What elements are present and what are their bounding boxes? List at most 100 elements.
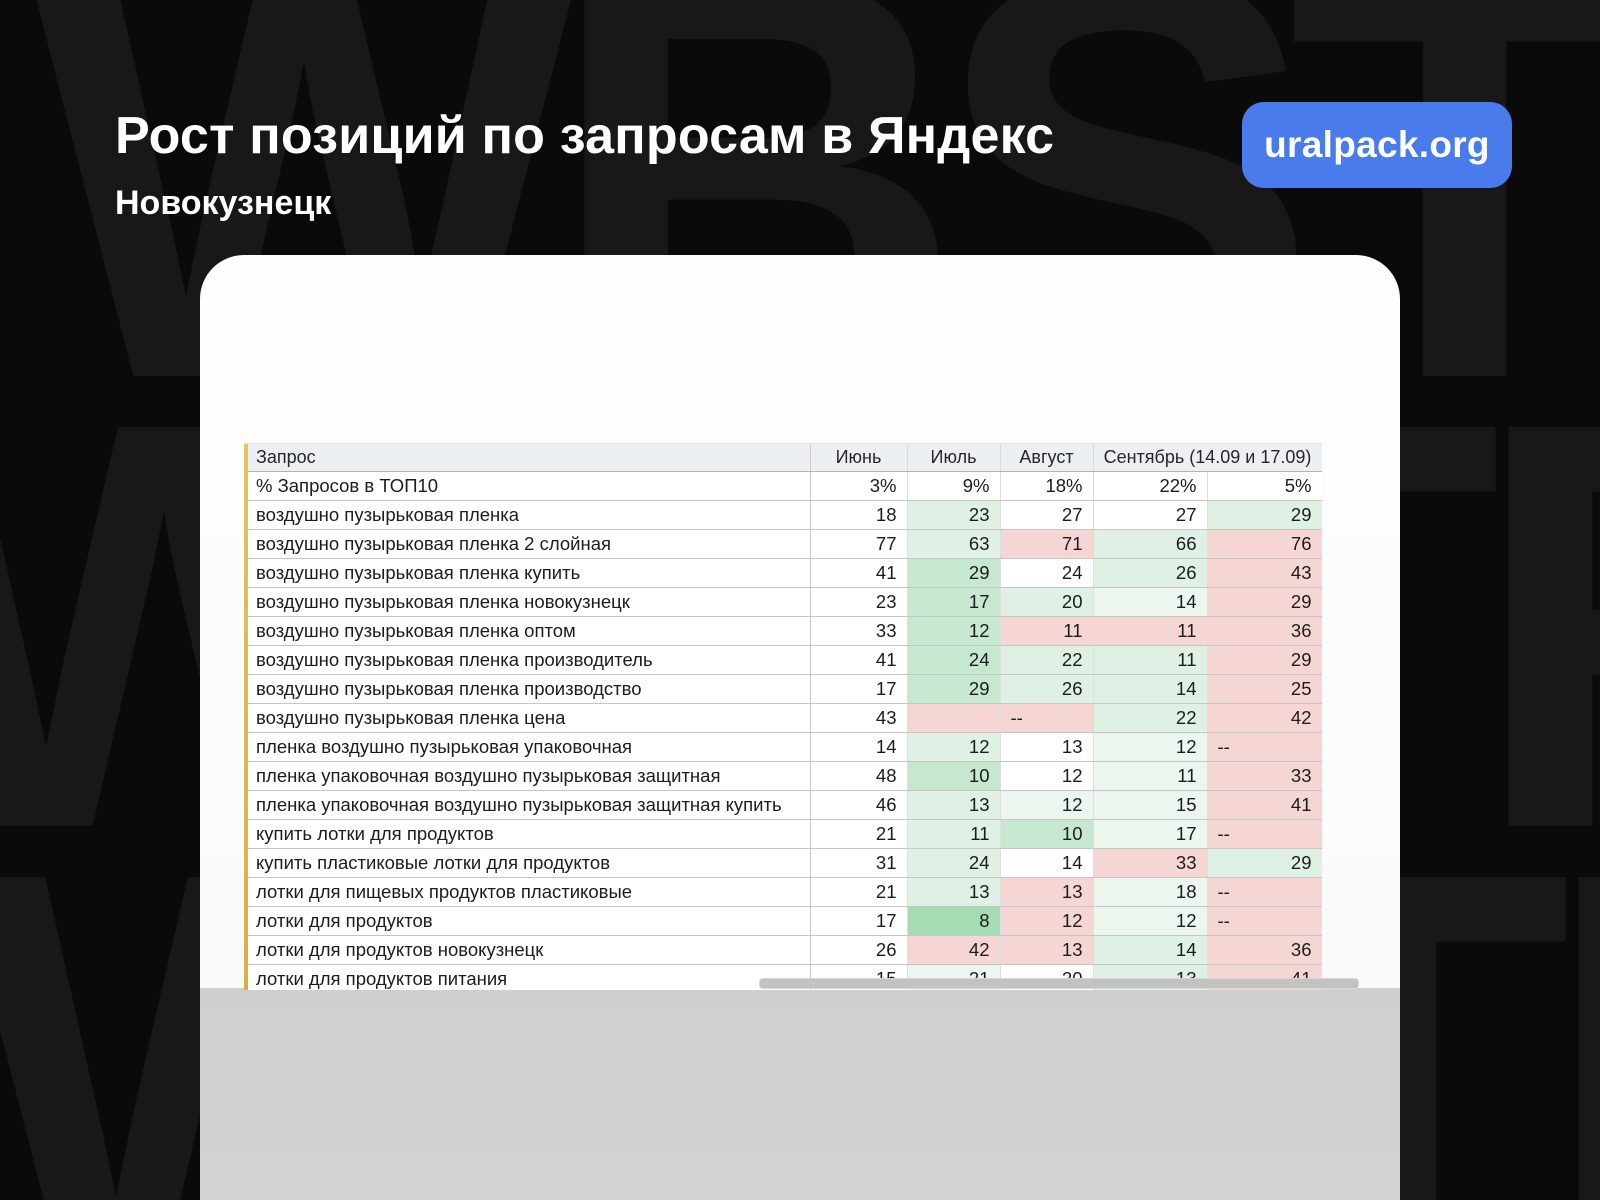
value-cell: 5% xyxy=(1207,471,1322,501)
value-cell: 8 xyxy=(907,906,1001,936)
value-cell: -- xyxy=(1207,732,1322,762)
site-badge-label: uralpack.org xyxy=(1264,124,1490,165)
value-cell: 24 xyxy=(907,848,1001,878)
query-cell: воздушно пузырьковая пленка производство xyxy=(248,674,811,704)
value-cell xyxy=(907,703,1001,733)
value-cell: 46 xyxy=(810,790,908,820)
value-cell: 17 xyxy=(907,587,1001,617)
value-cell: 33 xyxy=(1093,848,1208,878)
value-cell: -- xyxy=(1000,703,1094,733)
value-cell: 29 xyxy=(907,558,1001,588)
query-cell: воздушно пузырьковая пленка 2 слойная xyxy=(248,529,811,559)
value-cell: -- xyxy=(1207,877,1322,907)
value-cell: 9% xyxy=(907,471,1001,501)
column-header-query: Запрос xyxy=(248,444,811,472)
value-cell: 22 xyxy=(1000,645,1094,675)
table-row: воздушно пузырьковая пленка 2 слойная 77 6… xyxy=(248,529,1322,559)
table-row: пленка упаковочная воздушно пузырьковая … xyxy=(248,790,1322,820)
value-cell: 14 xyxy=(1093,674,1208,704)
value-cell: 21 xyxy=(810,877,908,907)
value-cell: 41 xyxy=(810,558,908,588)
query-cell: пленка воздушно пузырьковая упаковочная xyxy=(248,732,811,762)
table-row: лотки для пищевых продуктов пластиковые 2… xyxy=(248,877,1322,907)
table-row: % Запросов в ТОП10 3% 9% 18% 22% 5% xyxy=(248,471,1322,501)
value-cell: 10 xyxy=(1000,819,1094,849)
value-cell: 18 xyxy=(810,500,908,530)
value-cell: 42 xyxy=(1207,703,1322,733)
horizontal-scrollbar-thumb[interactable] xyxy=(760,979,1358,988)
value-cell: 12 xyxy=(1093,906,1208,936)
value-cell: 12 xyxy=(1000,906,1094,936)
table-row: купить пластиковые лотки для продуктов 31… xyxy=(248,848,1322,878)
spreadsheet-screenshot: Запрос Июнь Июль Август Сентябрь (14.09 и 17… xyxy=(244,443,1322,990)
query-cell: пленка упаковочная воздушно пузырьковая … xyxy=(248,761,811,791)
value-cell: 17 xyxy=(1093,819,1208,849)
table-row: пленка воздушно пузырьковая упаковочная 1… xyxy=(248,732,1322,762)
value-cell: 25 xyxy=(1207,674,1322,704)
query-cell: воздушно пузырьковая пленка xyxy=(248,500,811,530)
value-cell: 36 xyxy=(1207,616,1322,646)
value-cell: 13 xyxy=(907,790,1001,820)
value-cell: 11 xyxy=(1093,645,1208,675)
value-cell: 14 xyxy=(810,732,908,762)
table-row: воздушно пузырьковая пленка производство… xyxy=(248,674,1322,704)
value-cell: 42 xyxy=(907,935,1001,965)
value-cell: 29 xyxy=(1207,587,1322,617)
value-cell: 12 xyxy=(907,732,1001,762)
value-cell: 21 xyxy=(810,819,908,849)
query-cell: лотки для продуктов питания xyxy=(248,964,811,990)
query-cell: воздушно пузырьковая пленка оптом xyxy=(248,616,811,646)
query-cell: лотки для пищевых продуктов пластиковые xyxy=(248,877,811,907)
value-cell: 12 xyxy=(1093,732,1208,762)
value-cell: 14 xyxy=(1000,848,1094,878)
value-cell: 33 xyxy=(810,616,908,646)
value-cell: 12 xyxy=(1000,761,1094,791)
value-cell: 77 xyxy=(810,529,908,559)
value-cell: 31 xyxy=(810,848,908,878)
site-badge[interactable]: uralpack.org xyxy=(1242,102,1512,188)
value-cell: 23 xyxy=(907,500,1001,530)
table-row: купить лотки для продуктов 21 11 10 17 -- xyxy=(248,819,1322,849)
table-row: воздушно пузырьковая пленка купить 41 29 24… xyxy=(248,558,1322,588)
value-cell: 43 xyxy=(1207,558,1322,588)
value-cell: 27 xyxy=(1000,500,1094,530)
value-cell: 20 xyxy=(1000,587,1094,617)
value-cell: 26 xyxy=(1093,558,1208,588)
query-cell: воздушно пузырьковая пленка цена xyxy=(248,703,811,733)
table-row: пленка упаковочная воздушно пузырьковая … xyxy=(248,761,1322,791)
query-cell: воздушно пузырьковая пленка новокузнецк xyxy=(248,587,811,617)
column-header-august: Август xyxy=(1000,444,1094,472)
value-cell: 11 xyxy=(1093,761,1208,791)
value-cell: 3% xyxy=(810,471,908,501)
query-cell: воздушно пузырьковая пленка купить xyxy=(248,558,811,588)
value-cell: 13 xyxy=(1000,935,1094,965)
value-cell: -- xyxy=(1207,819,1322,849)
value-cell: 11 xyxy=(1093,616,1208,646)
value-cell: 14 xyxy=(1093,935,1208,965)
value-cell: 41 xyxy=(1207,790,1322,820)
screenshot-card: Запрос Июнь Июль Август Сентябрь (14.09 и 17… xyxy=(200,255,1400,1200)
value-cell: 24 xyxy=(1000,558,1094,588)
value-cell: 13 xyxy=(1000,732,1094,762)
value-cell: 29 xyxy=(1207,645,1322,675)
positions-table: Запрос Июнь Июль Август Сентябрь (14.09 и 17… xyxy=(248,444,1322,990)
column-header-september: Сентябрь (14.09 и 17.09) xyxy=(1093,444,1322,472)
row-highlight-strip xyxy=(244,444,248,990)
column-header-july: Июль xyxy=(907,444,1001,472)
value-cell: 43 xyxy=(810,703,908,733)
table-row: воздушно пузырьковая пленка цена 43 -- 22 42 xyxy=(248,703,1322,733)
value-cell: 14 xyxy=(1093,587,1208,617)
value-cell: 71 xyxy=(1000,529,1094,559)
value-cell: 76 xyxy=(1207,529,1322,559)
value-cell: 27 xyxy=(1093,500,1208,530)
value-cell: 29 xyxy=(1207,500,1322,530)
value-cell: 22 xyxy=(1093,703,1208,733)
table-row: воздушно пузырьковая пленка 18 23 27 27 29 xyxy=(248,500,1322,530)
query-cell: купить пластиковые лотки для продуктов xyxy=(248,848,811,878)
value-cell: 29 xyxy=(1207,848,1322,878)
value-cell: 36 xyxy=(1207,935,1322,965)
value-cell: 24 xyxy=(907,645,1001,675)
page-subtitle: Новокузнецк xyxy=(115,184,332,222)
value-cell: 13 xyxy=(907,877,1001,907)
